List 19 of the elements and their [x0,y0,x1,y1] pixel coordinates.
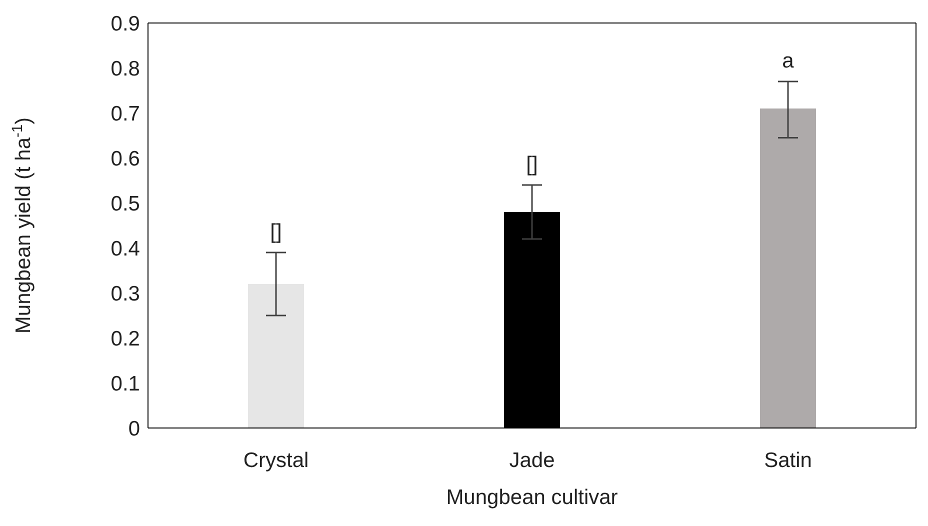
y-tick-label: 0.6 [110,147,140,170]
y-tick-label: 0.7 [110,102,140,126]
x-tick-label: Jade [509,448,555,472]
y-tick-label: 0.2 [110,327,140,350]
annotation: [] [526,153,538,176]
y-tick-label: 0.9 [110,12,140,36]
y-tick-label: 0 [128,417,140,440]
y-tick-label: 0.3 [110,282,140,306]
x-tick-label: Satin [764,448,812,472]
y-tick-label: 0.5 [110,192,140,216]
bar [248,284,304,428]
x-tick-label: Crystal [243,448,309,472]
y-tick-label: 0.4 [110,237,140,260]
x-axis-title: Mungbean cultivar [446,486,618,509]
bar [760,108,816,428]
y-tick-label: 0.8 [110,57,140,80]
y-tick-label: 0.1 [110,372,140,396]
annotation: a [782,50,794,72]
annotation: [] [270,220,282,244]
